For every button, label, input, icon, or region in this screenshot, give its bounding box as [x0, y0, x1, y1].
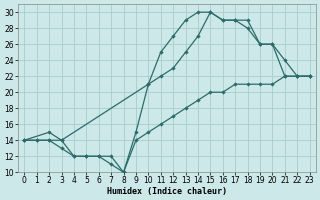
X-axis label: Humidex (Indice chaleur): Humidex (Indice chaleur): [107, 187, 227, 196]
